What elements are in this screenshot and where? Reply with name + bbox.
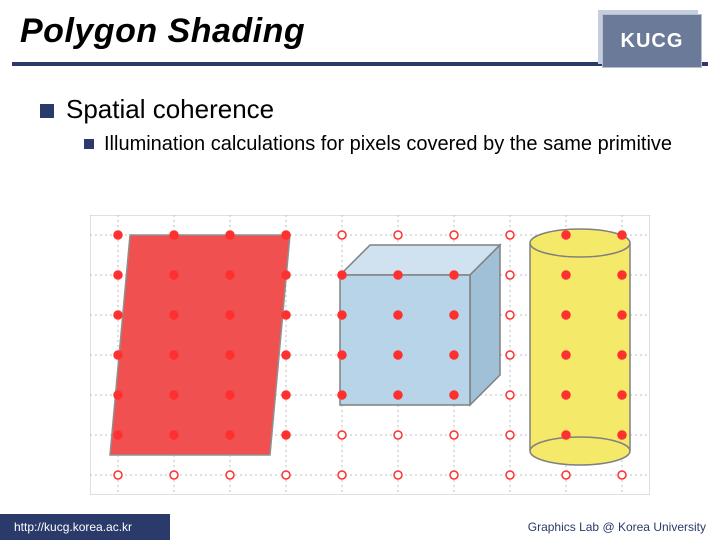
footer-credit: Graphics Lab @ Korea University xyxy=(170,514,720,540)
footer-url: http://kucg.korea.ac.kr xyxy=(0,514,170,540)
title-bar: Polygon Shading KUCG xyxy=(0,0,720,72)
content-area: Spatial coherence Illumination calculati… xyxy=(0,72,720,157)
square-bullet-small-icon xyxy=(84,139,94,149)
figure-svg xyxy=(90,215,650,495)
bullet-1-text: Spatial coherence xyxy=(66,94,274,125)
bullet-level-1: Spatial coherence xyxy=(40,94,688,125)
logo-badge: KUCG xyxy=(602,14,702,68)
bullet-2-text: Illumination calculations for pixels cov… xyxy=(104,131,672,157)
square-bullet-icon xyxy=(40,104,54,118)
footer: http://kucg.korea.ac.kr Graphics Lab @ K… xyxy=(0,514,720,540)
figure xyxy=(90,215,650,495)
bullet-level-2: Illumination calculations for pixels cov… xyxy=(84,131,688,157)
